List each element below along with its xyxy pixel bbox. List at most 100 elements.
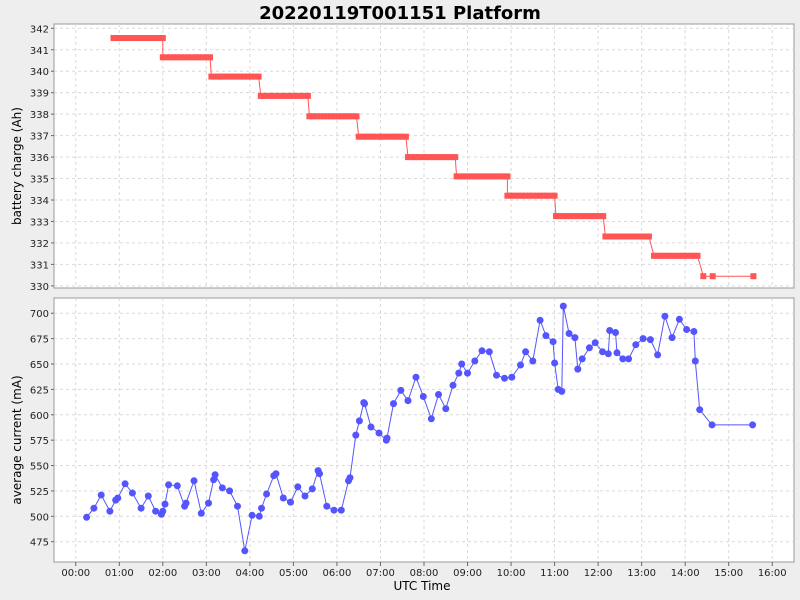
battery-charge-point xyxy=(203,54,210,61)
battery-charge-point xyxy=(665,252,672,259)
average-current-point xyxy=(574,365,582,373)
battery-charge-point xyxy=(511,192,518,199)
battery-charge-point xyxy=(676,252,683,259)
x-tick-label: 12:00 xyxy=(584,568,613,579)
battery-charge-point xyxy=(497,173,504,180)
battery-charge-point xyxy=(154,35,161,41)
average-current-point xyxy=(612,329,619,336)
battery-charge-point xyxy=(349,113,356,120)
average-current-point xyxy=(255,512,263,520)
battery-charge-point xyxy=(114,35,121,41)
battery-charge-point xyxy=(255,73,262,80)
average-current-point xyxy=(542,332,550,340)
battery-charge-point xyxy=(363,133,369,140)
average-current-point xyxy=(316,470,323,478)
battery-charge-point xyxy=(567,213,574,220)
battery-charge-point xyxy=(638,233,645,240)
battery-charge-point xyxy=(680,252,686,259)
battery-charge-point xyxy=(301,92,308,99)
top-y-tick-label: 331 xyxy=(30,260,49,271)
average-current-point xyxy=(646,336,654,344)
battery-charge-point xyxy=(654,252,661,259)
battery-charge-point xyxy=(631,233,638,240)
top-y-tick-label: 332 xyxy=(30,239,49,250)
bottom-y-axis-label: average current (mA) xyxy=(10,375,24,504)
battery-charge-point xyxy=(222,73,229,80)
battery-charge-point xyxy=(196,54,203,61)
battery-charge-point xyxy=(215,73,222,80)
average-current-point xyxy=(485,348,493,356)
battery-charge-point xyxy=(207,54,213,61)
battery-charge-point xyxy=(690,252,697,259)
battery-charge-point xyxy=(384,133,391,140)
average-current-point xyxy=(419,393,427,400)
battery-charge-point xyxy=(188,54,195,61)
x-tick-label: 01:00 xyxy=(105,568,134,579)
average-current-point xyxy=(159,507,167,515)
average-current-point xyxy=(654,351,662,359)
average-current-point xyxy=(367,423,375,431)
battery-charge-point xyxy=(306,113,313,120)
average-current-point xyxy=(691,357,699,365)
battery-charge-point xyxy=(606,233,612,240)
average-current-point xyxy=(427,415,435,423)
battery-charge-point xyxy=(585,213,592,220)
average-current-point xyxy=(471,357,479,365)
battery-charge-point xyxy=(359,133,366,140)
battery-charge-point xyxy=(508,192,515,199)
battery-charge-point xyxy=(596,213,603,220)
battery-charge-point xyxy=(399,133,406,140)
battery-charge-point xyxy=(412,154,419,161)
battery-charge-point xyxy=(366,133,373,140)
average-current-point xyxy=(619,355,627,363)
average-current-point xyxy=(749,421,757,429)
x-tick-label: 14:00 xyxy=(671,568,700,579)
average-current-point xyxy=(449,381,457,389)
battery-charge-point xyxy=(297,92,304,99)
average-current-point xyxy=(412,373,420,381)
battery-charge-point xyxy=(482,173,489,180)
average-current-point xyxy=(248,511,256,519)
x-tick-label: 03:00 xyxy=(192,568,221,579)
battery-charge-point xyxy=(700,273,707,280)
battery-charge-point xyxy=(178,54,184,61)
average-current-point xyxy=(287,498,294,506)
average-current-point xyxy=(455,369,463,377)
battery-charge-point xyxy=(313,113,320,120)
battery-charge-point xyxy=(669,252,676,259)
battery-charge-point xyxy=(377,133,384,140)
battery-charge-point xyxy=(444,154,451,161)
battery-charge-point xyxy=(571,213,578,220)
battery-charge-point xyxy=(257,92,264,99)
battery-charge-point xyxy=(578,213,585,220)
average-current-point xyxy=(83,513,91,521)
battery-charge-point xyxy=(283,92,290,99)
top-y-tick-label: 336 xyxy=(30,153,49,164)
average-current-point xyxy=(549,338,557,346)
average-current-point xyxy=(536,316,544,324)
average-current-point xyxy=(442,405,450,413)
average-current-point xyxy=(197,509,205,517)
average-current-point xyxy=(458,360,466,368)
battery-charge-point xyxy=(556,213,563,220)
top-y-tick-label: 330 xyxy=(30,282,49,293)
average-current-point xyxy=(559,302,567,310)
average-current-point xyxy=(493,371,500,379)
average-current-point xyxy=(182,499,190,507)
average-current-point xyxy=(226,487,234,495)
battery-charge-point xyxy=(563,213,570,220)
battery-charge-point xyxy=(342,113,349,120)
battery-charge-point xyxy=(185,54,192,61)
battery-charge-point xyxy=(548,192,554,199)
bottom-y-tick-label: 700 xyxy=(30,309,49,320)
average-current-point xyxy=(173,482,181,490)
top-y-tick-label: 340 xyxy=(30,67,49,78)
battery-charge-point xyxy=(489,173,496,180)
bottom-y-tick-label: 675 xyxy=(30,335,49,346)
x-tick-label: 08:00 xyxy=(410,568,439,579)
average-current-point xyxy=(478,347,486,355)
average-current-point xyxy=(165,481,173,489)
battery-charge-point xyxy=(423,154,430,161)
average-current-point xyxy=(604,350,612,358)
battery-charge-point xyxy=(170,54,177,61)
